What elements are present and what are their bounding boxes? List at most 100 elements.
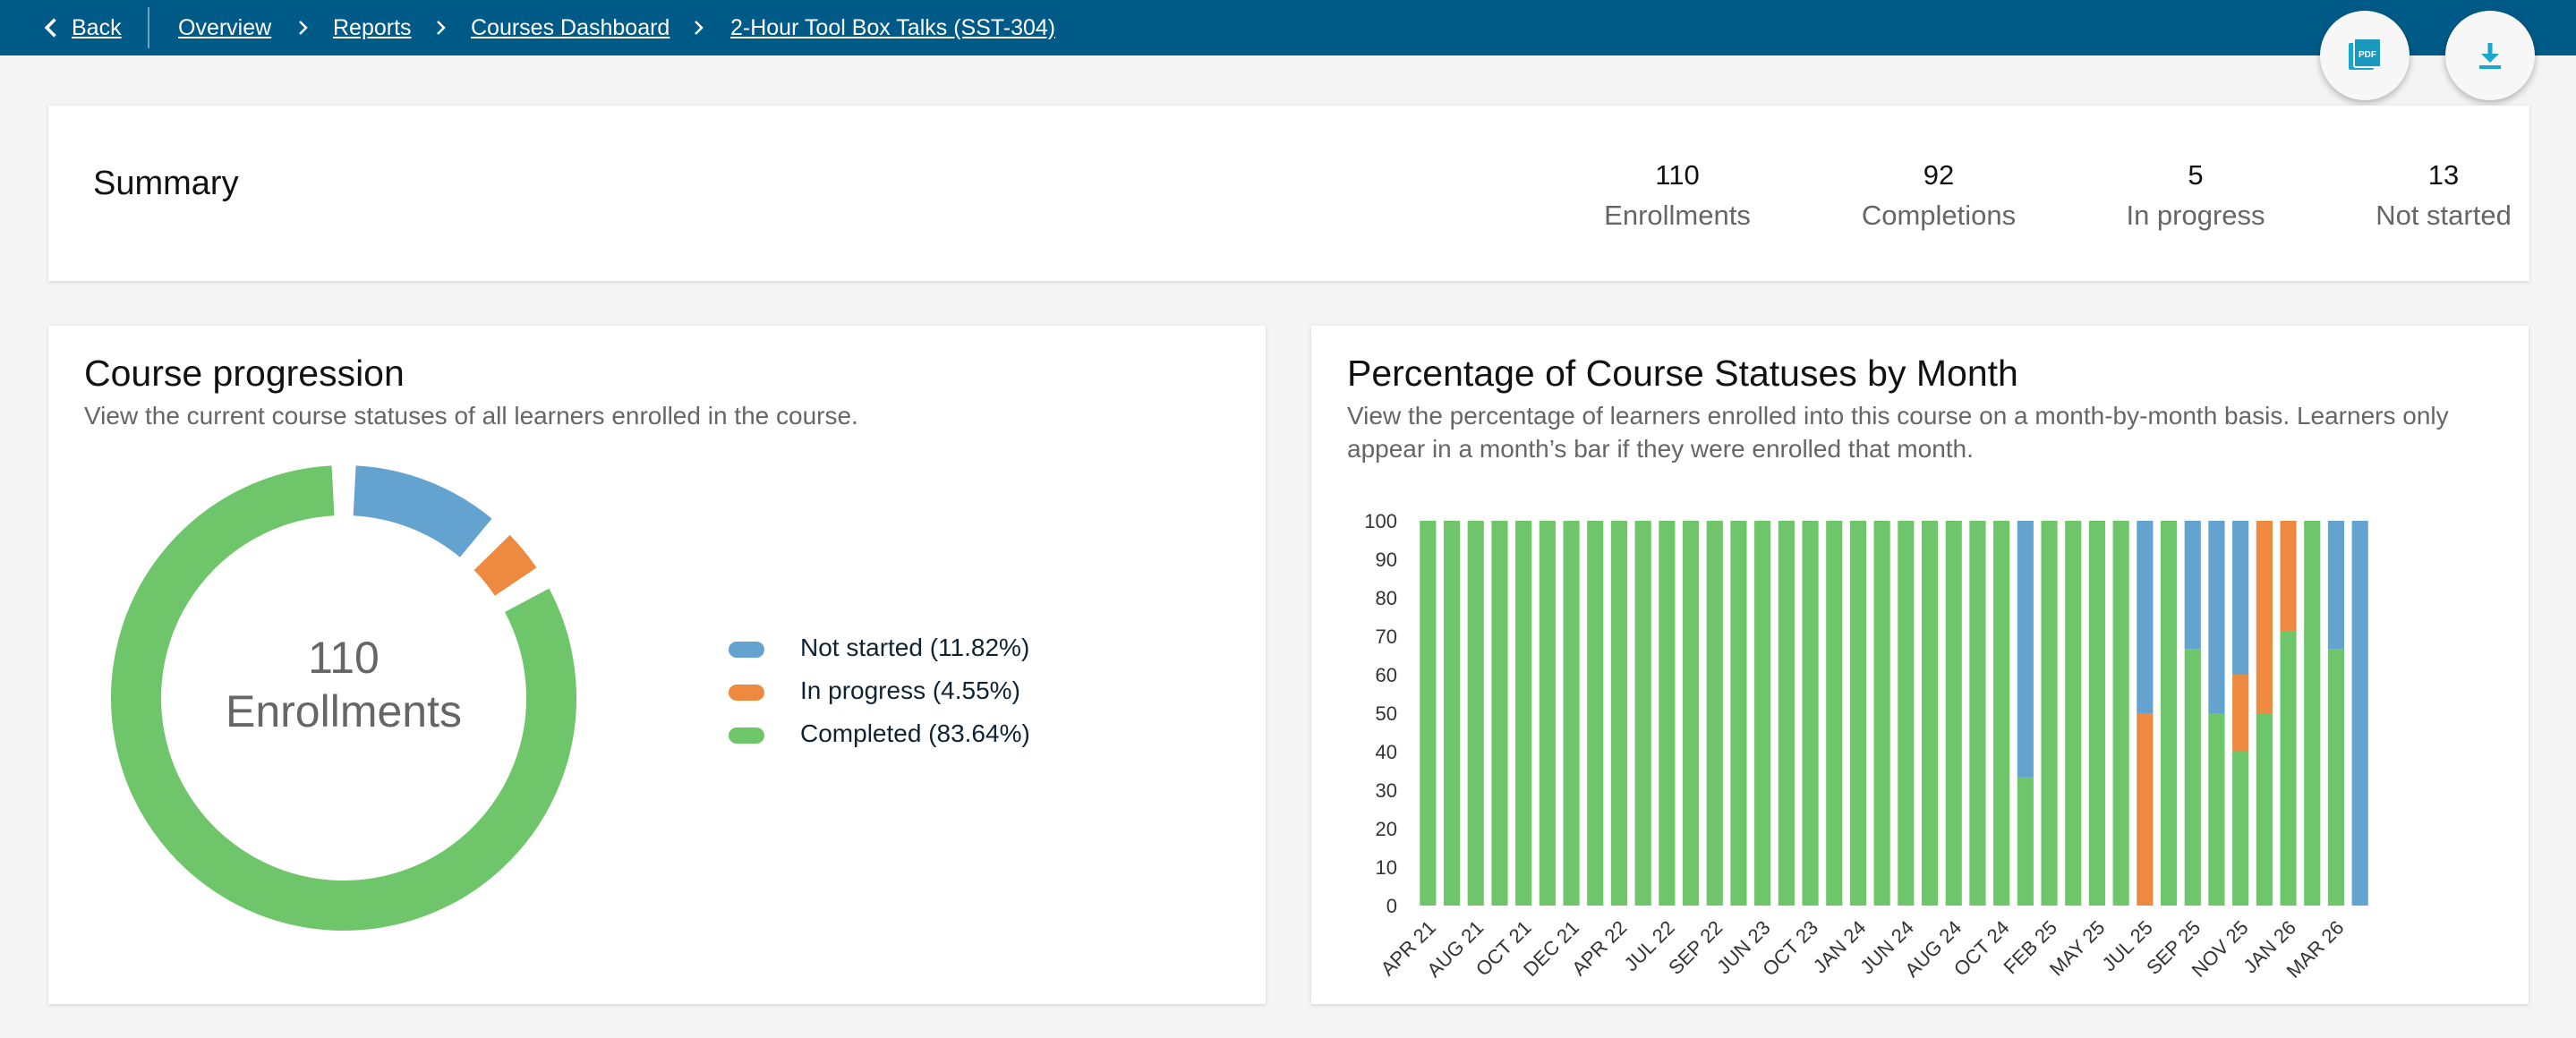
bar-segment-completed[interactable] [1921, 521, 1939, 906]
bar-segment-completed[interactable] [2065, 521, 2082, 906]
bar-segment-not-started[interactable] [2137, 521, 2154, 713]
bar-segment-completed[interactable] [1873, 521, 1890, 906]
donut-center-label: Enrollments [226, 686, 462, 736]
export-pdf-button[interactable]: PDF [2320, 11, 2410, 100]
y-tick-label: 50 [1376, 702, 1397, 725]
bar-segment-completed[interactable] [1539, 521, 1556, 906]
y-tick-label: 100 [1364, 510, 1397, 532]
bar-segment-completed[interactable] [1993, 521, 2010, 906]
bar-segment-completed[interactable] [1420, 521, 1437, 906]
bar-segment-completed[interactable] [2232, 752, 2249, 906]
bar-segment-completed[interactable] [1754, 521, 1771, 906]
bar-segment-completed[interactable] [2304, 521, 2321, 906]
bar-segment-completed[interactable] [1682, 521, 1700, 906]
bar-segment-completed[interactable] [1969, 521, 1986, 906]
bar-segment-completed[interactable] [1587, 521, 1604, 906]
summary-card: Summary 110 Enrollments 92 Completions 5… [48, 106, 2529, 281]
bar-segment-completed[interactable] [1491, 521, 1508, 906]
bar-segment-completed[interactable] [1802, 521, 1819, 906]
legend-swatch [729, 727, 764, 744]
legend-label: In progress (4.55%) [800, 676, 1020, 704]
monthly-subtitle: View the percentage of learners enrolled… [1347, 402, 2449, 463]
legend-swatch [729, 685, 764, 701]
breadcrumb-course[interactable]: 2-Hour Tool Box Talks (SST-304) [730, 15, 1056, 40]
legend-label: Completed (83.64%) [800, 719, 1030, 747]
bar-segment-in-progress[interactable] [2137, 713, 2154, 906]
stat-value: 13 [2427, 159, 2460, 191]
bar-segment-completed[interactable] [2041, 521, 2058, 906]
y-tick-label: 30 [1376, 779, 1397, 802]
donut-slice-in-progress[interactable] [473, 534, 537, 597]
bar-segment-in-progress[interactable] [2256, 521, 2273, 713]
bar-segment-completed[interactable] [1706, 521, 1723, 906]
stat-label: Not started [2376, 200, 2512, 231]
bar-segment-completed[interactable] [1467, 521, 1484, 906]
bar-segment-completed[interactable] [2184, 649, 2201, 906]
bar-segment-not-started[interactable] [2327, 521, 2345, 650]
breadcrumb-overview[interactable]: Overview [178, 15, 272, 40]
bar-segment-completed[interactable] [2160, 521, 2178, 906]
top-navigation-bar: Back Overview Reports Courses Dashboard … [0, 0, 2576, 55]
monthly-title: Percentage of Course Statuses by Month [1347, 353, 2018, 394]
bar-segment-completed[interactable] [1730, 521, 1747, 906]
donut-center-value: 110 [308, 633, 380, 683]
bar-segment-completed[interactable] [1610, 521, 1628, 906]
summary-title: Summary [93, 165, 239, 202]
stat-value: 5 [2188, 159, 2204, 191]
back-link[interactable]: Back [72, 15, 122, 40]
stat-value: 92 [1923, 159, 1955, 191]
bar-segment-completed[interactable] [2208, 713, 2225, 906]
bar-segment-completed[interactable] [2256, 713, 2273, 906]
bar-segment-completed[interactable] [2017, 777, 2034, 906]
x-tick-label: SEP 22 [1664, 916, 1727, 979]
chevron-right-icon [695, 21, 704, 35]
bar-segment-completed[interactable] [2112, 521, 2129, 906]
bar-segment-completed[interactable] [2327, 649, 2345, 906]
bar-segment-not-started[interactable] [2017, 521, 2034, 778]
bar-segment-completed[interactable] [1849, 521, 1867, 906]
monthly-status-card: Percentage of Course Statuses by Month V… [1311, 326, 2529, 1004]
legend-swatch [729, 642, 764, 658]
bar-segment-completed[interactable] [1826, 521, 1843, 906]
y-tick-label: 0 [1386, 895, 1397, 917]
y-tick-label: 70 [1376, 625, 1397, 648]
bar-segment-completed[interactable] [1945, 521, 1962, 906]
pdf-icon: PDF [2349, 38, 2382, 70]
bar-segment-completed[interactable] [1898, 521, 1915, 906]
breadcrumb-courses-dashboard[interactable]: Courses Dashboard [471, 15, 670, 40]
bar-segment-completed[interactable] [1563, 521, 1580, 906]
progression-title: Course progression [84, 353, 405, 394]
bar-segment-in-progress[interactable] [2280, 521, 2297, 631]
bar-segment-not-started[interactable] [2232, 521, 2249, 675]
stat-label: Enrollments [1604, 200, 1751, 231]
donut-chart [111, 465, 576, 931]
bar-segment-completed[interactable] [1515, 521, 1532, 906]
y-tick-label: 80 [1376, 587, 1397, 609]
stat-enrollments: 110 Enrollments [1570, 157, 1785, 238]
stat-label: In progress [2126, 200, 2265, 231]
bar-segment-completed[interactable] [2280, 630, 2297, 906]
svg-text:PDF: PDF [2358, 50, 2376, 60]
bar-segment-completed[interactable] [2088, 521, 2106, 906]
stat-completions: 92 Completions [1831, 157, 2046, 238]
bar-segment-in-progress[interactable] [2232, 675, 2249, 752]
chevron-left-icon[interactable] [39, 15, 64, 40]
y-tick-label: 20 [1376, 818, 1397, 840]
bar-segment-completed[interactable] [1634, 521, 1651, 906]
stat-not-started: 13 Not started [2336, 157, 2551, 238]
donut-slice-not-started[interactable] [353, 465, 492, 558]
bar-segment-completed[interactable] [1778, 521, 1795, 906]
chevron-right-icon [437, 21, 446, 35]
download-button[interactable] [2445, 11, 2535, 100]
bar-segment-not-started[interactable] [2351, 521, 2368, 906]
bar-segment-not-started[interactable] [2208, 521, 2225, 713]
bar-segment-completed[interactable] [1443, 521, 1461, 906]
bar-segment-not-started[interactable] [2184, 521, 2201, 650]
chevron-right-icon [299, 21, 308, 35]
y-tick-label: 60 [1376, 664, 1397, 686]
breadcrumb-reports[interactable]: Reports [333, 15, 412, 40]
bar-segment-completed[interactable] [1659, 521, 1676, 906]
y-tick-label: 40 [1376, 741, 1397, 763]
donut-slice-completed[interactable] [111, 465, 576, 931]
